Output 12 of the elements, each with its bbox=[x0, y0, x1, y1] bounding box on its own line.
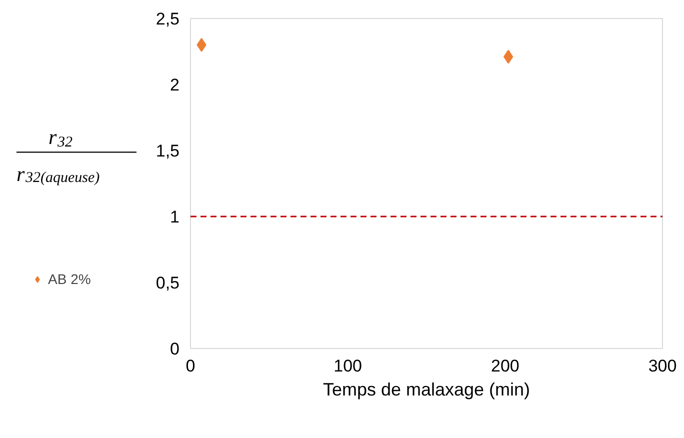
y-tick-label: 0 bbox=[170, 340, 180, 358]
legend-label: AB 2% bbox=[48, 271, 91, 287]
y-tick-label: 1 bbox=[170, 208, 180, 226]
y-tick-label: 1,5 bbox=[156, 142, 180, 160]
x-tick-label: 200 bbox=[490, 356, 520, 376]
x-axis-title: Temps de malaxage (min) bbox=[322, 380, 530, 400]
y-tick-label: 2,5 bbox=[156, 10, 180, 28]
x-tick-label: 100 bbox=[334, 356, 362, 376]
y-tick-label: 2 bbox=[170, 76, 180, 94]
y-tick-label: 0,5 bbox=[156, 274, 180, 292]
x-tick-label: 0 bbox=[186, 356, 196, 376]
x-tick-label: 300 bbox=[648, 356, 677, 376]
